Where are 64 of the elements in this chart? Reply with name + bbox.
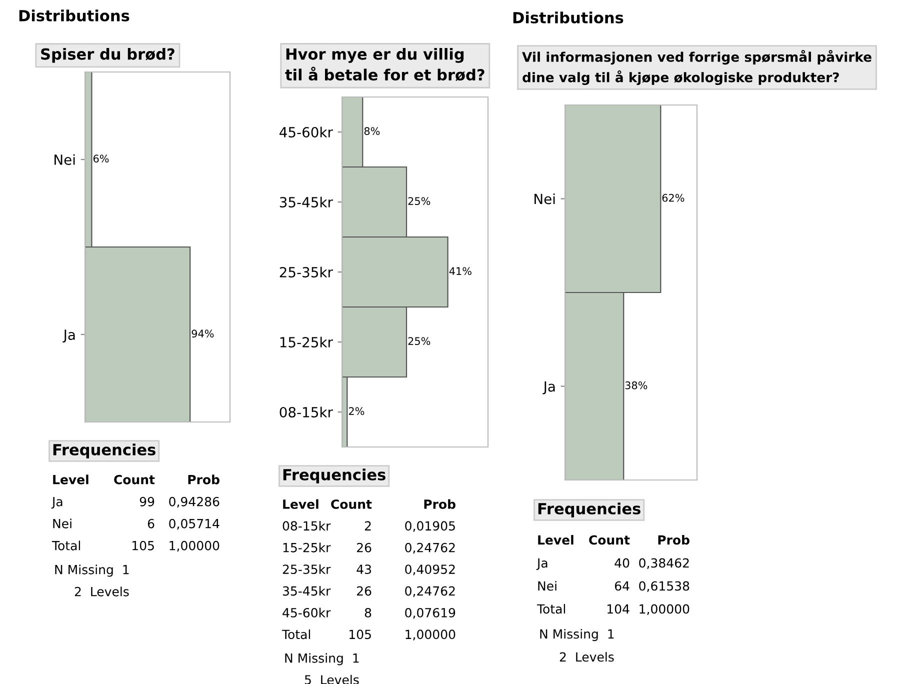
text: Level xyxy=(283,499,318,509)
data-label: 94% xyxy=(192,330,214,338)
text: Frequencies xyxy=(283,468,386,484)
text: 26 xyxy=(357,586,372,596)
text: 1,00000 xyxy=(640,604,690,615)
text: N Missing 1 xyxy=(285,653,359,666)
data-label: 25% xyxy=(408,337,430,346)
text: 105 xyxy=(350,630,371,640)
y-tick-label: 35-45kr xyxy=(280,196,333,208)
text: 0,07619 xyxy=(405,608,456,619)
text: 40 xyxy=(614,558,630,568)
data-label: 8% xyxy=(364,127,380,136)
y-tick-label: 15-25kr xyxy=(280,336,333,348)
text: Total xyxy=(282,629,310,640)
text: N Missing 1 xyxy=(540,629,614,642)
text: Prob xyxy=(188,474,220,484)
text: Total xyxy=(52,540,80,550)
chart-title: Distributions xyxy=(513,12,624,24)
text: Prob xyxy=(424,499,456,509)
text: 1,00000 xyxy=(170,540,220,552)
text: 0,94286 xyxy=(169,496,220,508)
text: Frequencies xyxy=(538,502,640,518)
text: Level xyxy=(53,474,88,484)
text: 104 xyxy=(608,604,630,614)
text: Total xyxy=(536,604,566,614)
text: 2 xyxy=(364,521,371,530)
text: Level xyxy=(538,535,574,545)
chart-subtitle: Spiser du brød? xyxy=(41,48,174,63)
text: 99 xyxy=(140,496,154,506)
text: 8 xyxy=(364,608,372,618)
text: 0,24762 xyxy=(405,586,455,597)
text: 0,40952 xyxy=(405,564,455,576)
data-label: 62% xyxy=(662,194,684,202)
data-label: 2% xyxy=(348,407,364,416)
data-label: 38% xyxy=(625,381,648,390)
text: 0,01905 xyxy=(405,521,455,532)
text: 64 xyxy=(614,581,630,591)
y-tick-label: 08-15kr xyxy=(280,406,333,418)
data-label: 41% xyxy=(449,267,472,276)
text: 2 Levels xyxy=(74,586,129,596)
text: 0,38462 xyxy=(639,558,689,569)
data-label: 6% xyxy=(93,154,109,163)
text: 105 xyxy=(132,540,154,550)
text: Prob xyxy=(658,535,690,545)
text: Count xyxy=(331,499,372,509)
text: 43 xyxy=(356,564,371,574)
text: 26 xyxy=(357,542,372,552)
text: 0,24762 xyxy=(405,542,455,554)
text: 0,61538 xyxy=(639,581,690,592)
text: Count xyxy=(589,535,630,545)
chart-subtitle: Hvor mye er du villig til å betale for et brød? xyxy=(285,48,484,82)
text: 1,00000 xyxy=(406,630,456,640)
text: Ja xyxy=(51,497,62,509)
y-tick-label: 25-35kr xyxy=(280,266,333,278)
y-tick-label: 45-60kr xyxy=(280,126,333,138)
chart-title: Distributions xyxy=(19,10,130,22)
text: 2 Levels xyxy=(560,652,614,662)
text: N Missing 1 xyxy=(55,564,129,577)
text: Count xyxy=(114,474,155,484)
text: Frequencies xyxy=(53,444,156,458)
text: Vil informasjonen ved forrige spørsmål påvirke dine valg til å kjøpe økologiske produkter? xyxy=(522,50,872,85)
text: 6 xyxy=(148,518,154,528)
data-label: 25% xyxy=(408,197,430,206)
text: 0,05714 xyxy=(169,518,220,530)
